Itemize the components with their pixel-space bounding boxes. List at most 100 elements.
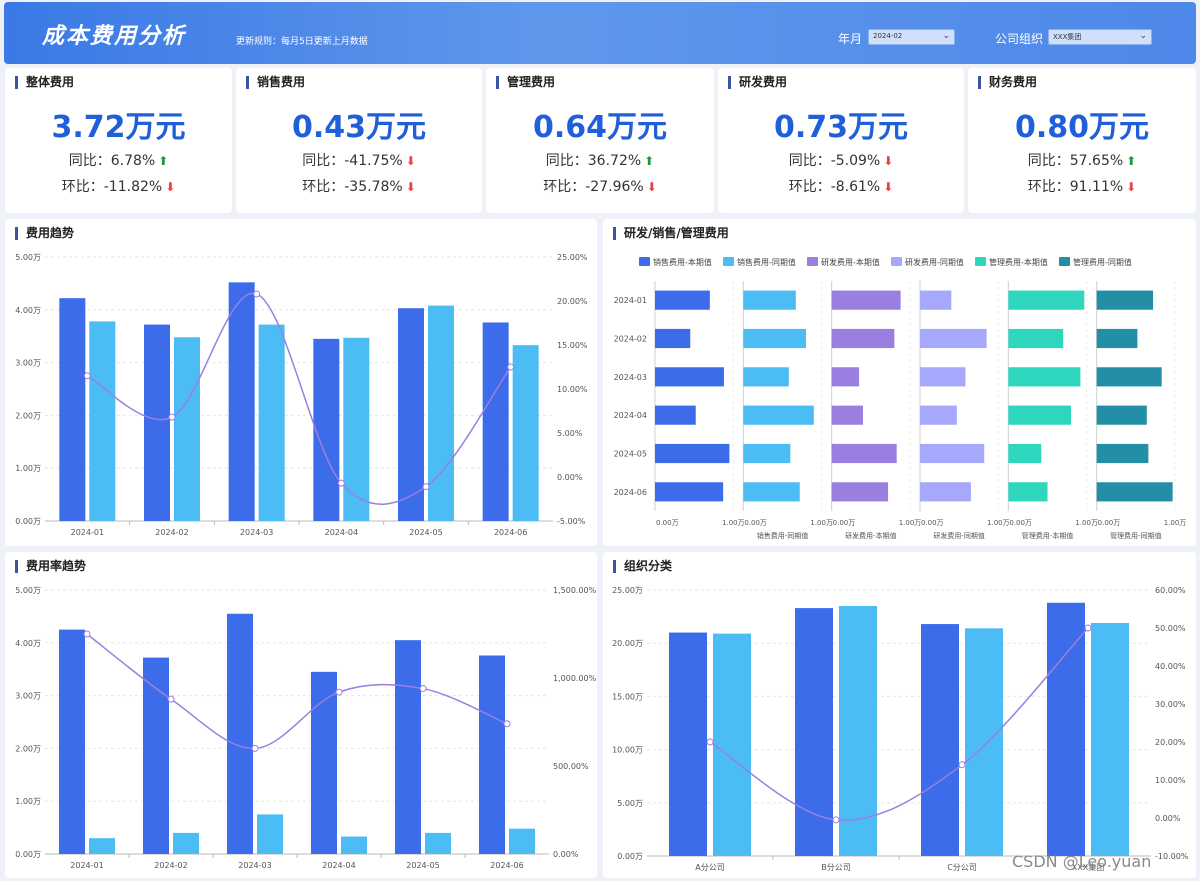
x-tick-label: 2024-05 — [406, 861, 439, 870]
y-left-tick-label: 4.00万 — [15, 639, 41, 648]
rate-chart: 0.00万 1.00万 2.00万 3.00万 4.00万 5.00万 0.00% 500.0… — [15, 586, 597, 870]
bar — [257, 814, 283, 854]
bar — [173, 832, 199, 854]
trend-line — [709, 627, 1089, 821]
y-right-tick-label: 10.00% — [1155, 776, 1186, 785]
mom-label: 环比： — [1027, 179, 1070, 195]
bar — [655, 443, 730, 464]
panel-title: 销售费用-同期值 — [757, 531, 809, 540]
y-right-tick-label: 0.00% — [1155, 814, 1181, 823]
kpi-mom: 环比：-8.61% ⬇ — [718, 176, 964, 196]
bar — [1047, 602, 1085, 856]
y-right-tick-label: 1,500.00% — [553, 586, 597, 595]
company-org-select[interactable]: XXX集团 ⌄ — [1048, 29, 1152, 45]
bar — [311, 671, 337, 854]
line-point — [167, 695, 175, 703]
bar — [1096, 405, 1147, 425]
bar — [313, 338, 340, 521]
yoy-label: 同比： — [1027, 153, 1070, 169]
mom-value: -27.96% — [585, 179, 644, 195]
arrow-down-icon: ⬇ — [646, 180, 657, 194]
bar — [509, 828, 535, 854]
x-tick-label: 0.00万 — [744, 519, 767, 527]
y-left-tick-label: 3.00万 — [15, 692, 41, 701]
bar — [1008, 443, 1042, 464]
bar — [1096, 482, 1173, 502]
line-point — [335, 688, 343, 696]
y-left-tick-label: 4.00万 — [15, 306, 41, 315]
x-tick-label: 1.00万 — [1075, 519, 1098, 527]
x-tick-label: 0.00万 — [1009, 519, 1032, 527]
bar — [713, 633, 751, 856]
category-label: 2024-06 — [614, 488, 647, 497]
bar — [921, 624, 959, 856]
bar — [228, 282, 255, 521]
bar — [1008, 482, 1048, 502]
y-left-tick-label: 0.00万 — [617, 852, 643, 861]
kpi-title: 管理费用 — [496, 76, 555, 89]
yoy-label: 同比： — [302, 153, 345, 169]
kpi-title: 整体费用 — [15, 76, 74, 89]
bar — [831, 482, 889, 502]
bar — [743, 290, 796, 310]
bar — [59, 629, 85, 854]
chart-title: 费用趋势 — [15, 227, 74, 240]
legend-label: 销售费用-同期值 — [737, 257, 796, 267]
arrow-up-icon: ⬆ — [644, 154, 655, 168]
chevron-down-icon: ⌄ — [942, 31, 950, 41]
yoy-label: 同比： — [545, 153, 588, 169]
x-tick-label: 0.00万 — [656, 519, 679, 527]
panel-title: 研发费用-同期值 — [933, 531, 985, 540]
y-left-tick-label: 3.00万 — [15, 359, 41, 368]
mom-label: 环比： — [788, 179, 831, 195]
y-left-tick-label: 15.00万 — [612, 692, 643, 701]
category-label: 2024-05 — [614, 450, 647, 459]
y-left-tick-label: 10.00万 — [612, 746, 643, 755]
mom-value: -35.78% — [344, 179, 403, 195]
mom-value: 91.11% — [1069, 179, 1124, 195]
legend-swatch — [975, 257, 986, 266]
mom-label: 环比： — [543, 179, 586, 195]
line-point — [251, 744, 259, 752]
kpi-mom: 环比：91.11% ⬇ — [968, 176, 1196, 196]
bar — [227, 613, 253, 854]
bar — [831, 443, 897, 464]
line-point — [253, 290, 261, 298]
x-tick-label: 2024-06 — [494, 528, 527, 537]
legend-label: 管理费用-本期值 — [989, 257, 1048, 267]
legend-label: 销售费用-本期值 — [653, 257, 712, 267]
x-tick-label: 1.00万 — [810, 519, 833, 527]
bar — [1091, 622, 1129, 856]
watermark-text: CSDN @Leo.yuan — [1012, 852, 1152, 871]
bar — [512, 345, 539, 521]
bar — [920, 405, 957, 425]
bar — [343, 337, 370, 521]
kpi-value: 0.43万元 — [291, 110, 427, 145]
year-month-select[interactable]: 2024-02 ⌄ — [868, 29, 955, 45]
x-tick-label: 2024-04 — [322, 861, 355, 870]
x-tick-label: B分公司 — [821, 863, 851, 872]
legend-label: 研发费用-本期值 — [821, 257, 880, 267]
x-tick-label: 2024-02 — [154, 861, 187, 870]
mom-label: 环比： — [61, 179, 104, 195]
mom-label: 环比： — [302, 179, 345, 195]
x-tick-label: 1.00万 — [722, 519, 745, 527]
bar — [398, 308, 424, 521]
x-tick-label: 2024-03 — [240, 528, 273, 537]
legend-swatch — [1059, 257, 1070, 266]
line-point — [706, 738, 714, 746]
bar — [89, 838, 115, 854]
panel-title: 管理费用-同期值 — [1110, 531, 1162, 540]
line-point — [507, 363, 515, 371]
panel-title: 研发费用-本期值 — [845, 531, 897, 540]
bar — [920, 482, 971, 502]
bar — [831, 405, 863, 425]
year-month-label: 年月 — [838, 32, 863, 46]
bar — [479, 655, 505, 854]
bar — [743, 482, 800, 502]
panel-title: 管理费用-本期值 — [1022, 531, 1074, 540]
x-tick-label: 0.00万 — [833, 519, 856, 527]
x-tick-label: 2024-01 — [71, 528, 104, 537]
bar — [831, 367, 860, 387]
x-tick-label: 0.00万 — [921, 519, 944, 527]
